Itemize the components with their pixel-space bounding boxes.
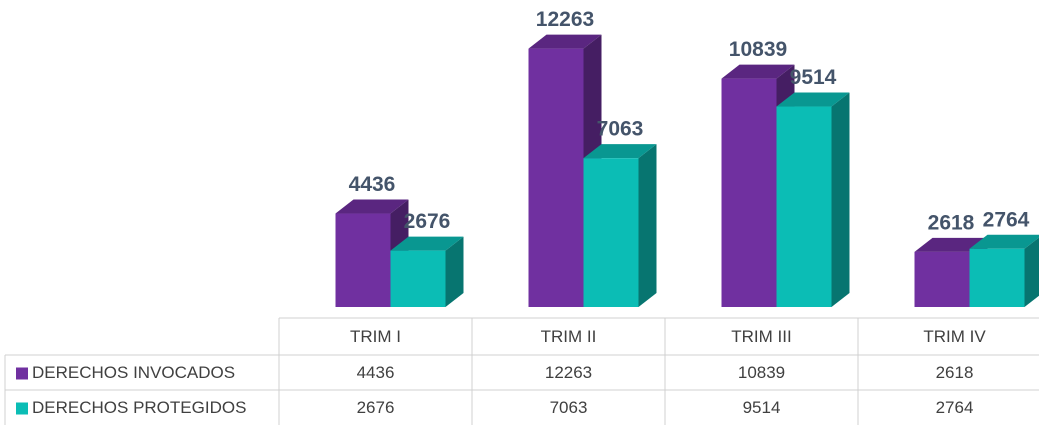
bar-front	[776, 106, 832, 307]
bar	[776, 92, 850, 307]
legend-label: DERECHOS INVOCADOS	[32, 363, 235, 382]
x-tick-label: TRIM II	[541, 327, 597, 346]
bar-front	[914, 251, 970, 307]
bar	[583, 144, 657, 307]
bar-front	[583, 158, 639, 307]
bar-top	[914, 237, 988, 252]
legend-swatch	[16, 402, 28, 415]
table-cell: 2676	[357, 398, 395, 417]
bar-top	[335, 199, 409, 214]
bar-top	[528, 34, 602, 49]
bar-top	[390, 236, 464, 251]
data-label: 2618	[928, 211, 975, 234]
data-label: 2676	[404, 210, 451, 233]
table-cell: 4436	[357, 363, 395, 382]
bar-front	[721, 78, 777, 308]
bar-top	[969, 234, 1039, 249]
legend-swatch	[16, 367, 28, 380]
x-tick-label: TRIM I	[350, 327, 401, 346]
data-label: 2764	[983, 208, 1030, 231]
bar-top	[583, 144, 657, 159]
bar-front	[335, 213, 391, 307]
bar	[390, 236, 464, 307]
table-cell: 12263	[545, 363, 592, 382]
legend-label: DERECHOS PROTEGIDOS	[32, 398, 246, 417]
table-cell: 9514	[743, 398, 781, 417]
bar-front	[390, 250, 446, 307]
bar-front	[528, 48, 584, 307]
data-label: 4436	[349, 173, 396, 196]
bar-side	[638, 144, 657, 307]
x-tick-label: TRIM III	[731, 327, 791, 346]
data-label: 12263	[536, 8, 594, 31]
table-cell: 7063	[550, 398, 588, 417]
table-cell: 10839	[738, 363, 785, 382]
x-tick-label: TRIM IV	[923, 327, 986, 346]
data-label: 10839	[729, 38, 787, 61]
bar-side	[831, 92, 850, 307]
bar-side	[1024, 237, 1039, 307]
data-label: 9514	[790, 66, 837, 89]
data-label: 7063	[597, 118, 644, 141]
bar-top	[776, 92, 850, 107]
bar	[969, 234, 1039, 307]
table-cell: 2618	[936, 363, 974, 382]
table-cell: 2764	[936, 398, 974, 417]
bar-side	[445, 236, 464, 307]
bar-front	[969, 248, 1025, 307]
bar-top	[721, 64, 795, 79]
